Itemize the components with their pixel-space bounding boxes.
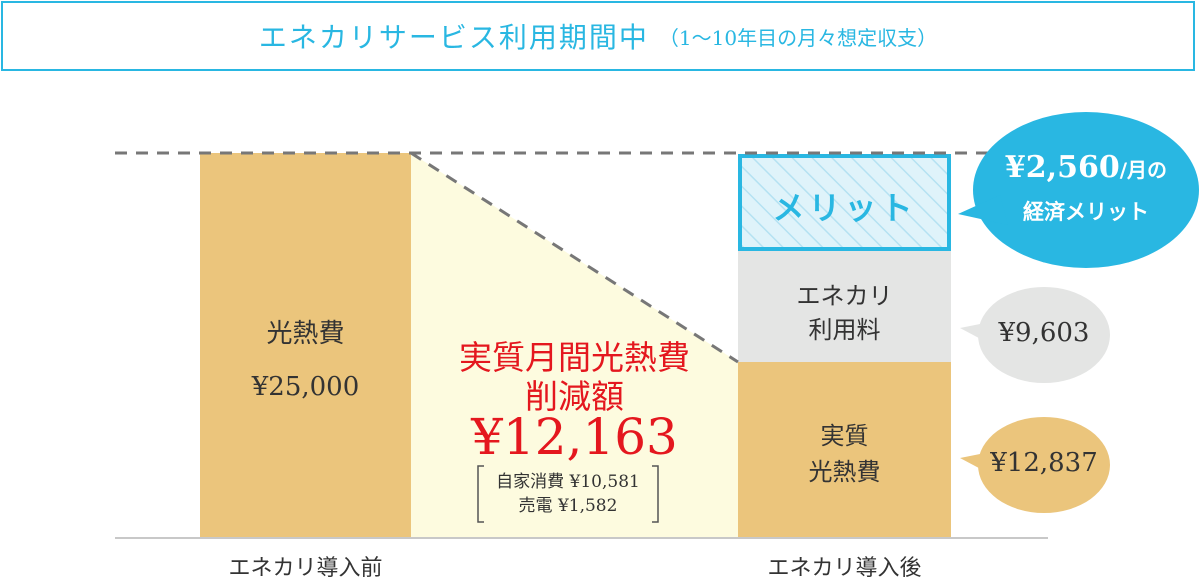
reduction-title-line2: 削減額 — [525, 377, 624, 416]
after-axis-label: エネカリ導入後 — [767, 556, 922, 581]
merit-label: メリット — [772, 189, 917, 227]
before-bar-label: 光熱費 — [266, 319, 345, 349]
page-subtitle: （1〜10年目の月々想定収支） — [658, 25, 938, 50]
merit-bubble-amount-line: ¥2,560/月の — [986, 150, 1186, 185]
breakdown-bracket-right — [652, 465, 659, 523]
reduction-amount: ¥12,163 — [471, 408, 678, 466]
merit-caption: 経済メリット — [1023, 199, 1149, 224]
fee-bubble-amount: ¥9,603 — [998, 318, 1090, 348]
after-fee-bar — [738, 251, 951, 362]
after-merit-bar — [738, 154, 951, 251]
merit-unit: /月の — [1119, 158, 1168, 182]
reduction-detail-sell: 売電 ¥1,582 — [518, 496, 618, 516]
merit-amount: ¥2,560 — [1004, 150, 1120, 185]
before-bar — [200, 153, 411, 537]
reduction-detail-self: 自家消費 ¥10,581 — [496, 472, 640, 492]
fee-bubble — [960, 287, 1110, 383]
before-bar-value: ¥25,000 — [251, 372, 360, 402]
net-bubble-amount: ¥12,837 — [990, 448, 1098, 478]
fee-label-line2: 利用料 — [808, 316, 881, 344]
page-title: エネカリサービス利用期間中 — [258, 21, 649, 54]
title-box: エネカリサービス利用期間中 （1〜10年目の月々想定収支） — [1, 1, 1195, 71]
before-axis-label: エネカリ導入前 — [228, 556, 383, 581]
reduction-title-line1: 実質月間光熱費 — [459, 338, 690, 377]
reduction-area — [411, 153, 738, 537]
fee-label-line1: エネカリ — [796, 282, 893, 310]
net-bubble — [960, 417, 1110, 513]
net-label-line1: 実質 — [820, 422, 869, 450]
breakdown-bracket-left — [477, 465, 484, 523]
after-net-cost-bar — [738, 362, 951, 537]
net-label-line2: 光熱費 — [808, 458, 881, 486]
reference-line-slope — [410, 151, 739, 364]
merit-bubble — [958, 112, 1199, 268]
